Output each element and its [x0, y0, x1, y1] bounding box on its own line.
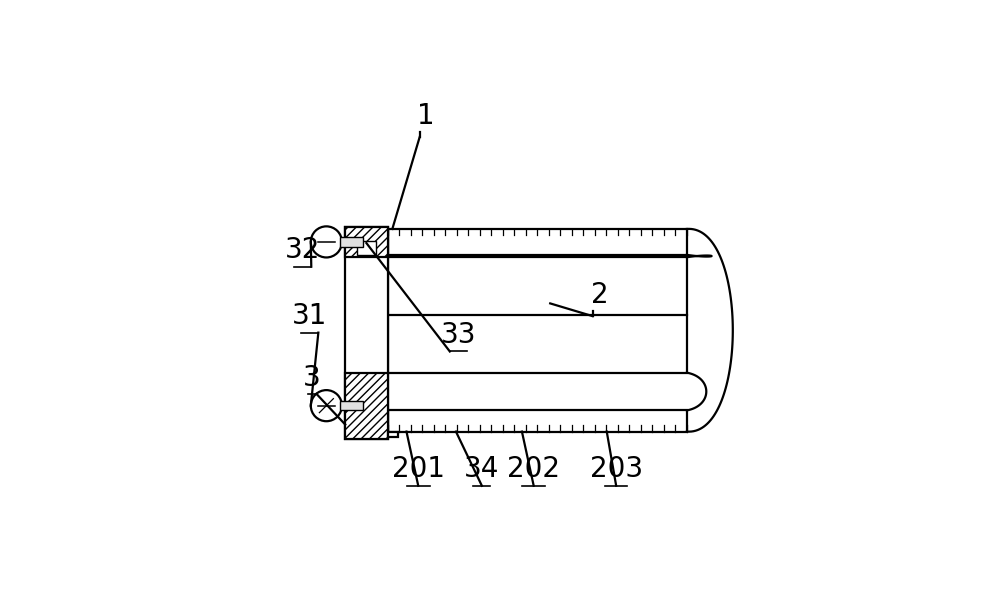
Bar — [357, 241, 376, 255]
Bar — [388, 229, 687, 255]
Bar — [340, 401, 363, 411]
Bar — [388, 257, 687, 373]
Text: 2: 2 — [591, 281, 608, 309]
Bar — [345, 226, 388, 439]
Text: 203: 203 — [590, 455, 643, 483]
Bar — [345, 226, 388, 257]
Text: 32: 32 — [285, 236, 320, 264]
Text: 33: 33 — [441, 321, 476, 349]
Text: 3: 3 — [303, 364, 321, 392]
Circle shape — [311, 390, 342, 421]
Text: 31: 31 — [292, 302, 328, 330]
Bar — [345, 373, 388, 439]
Bar — [388, 411, 687, 431]
Bar — [340, 237, 363, 247]
Text: 201: 201 — [392, 455, 445, 483]
Text: 1: 1 — [417, 102, 434, 130]
Circle shape — [311, 226, 342, 258]
Text: 34: 34 — [464, 455, 500, 483]
Text: 202: 202 — [507, 455, 560, 483]
Bar — [388, 431, 398, 437]
